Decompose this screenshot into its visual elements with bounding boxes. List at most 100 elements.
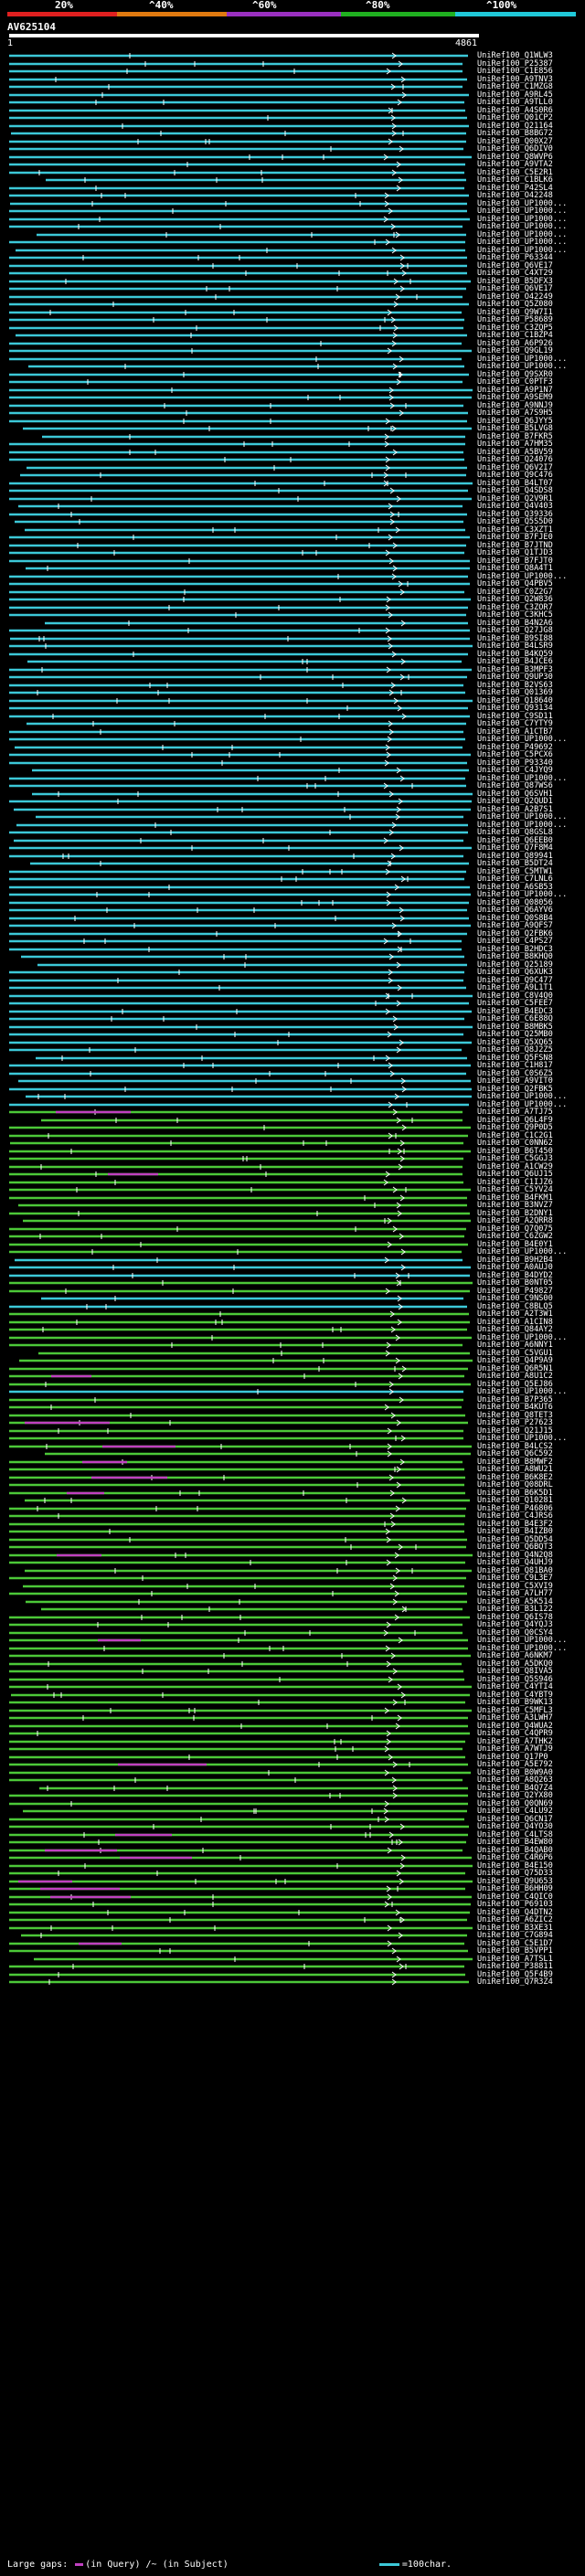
hit-label[interactable]: UniRef100_B4N2A6 — [477, 619, 553, 628]
hit-label[interactable]: UniRef100_Q81BA0 — [477, 1566, 553, 1575]
hit-label[interactable]: UniRef100_C4YBT9 — [477, 1691, 553, 1700]
hit-label[interactable]: UniRef100_UP1000... — [477, 890, 568, 899]
hit-label[interactable]: UniRef100_C0S6Z5 — [477, 1069, 553, 1078]
hit-label[interactable]: UniRef100_B4IZB0 — [477, 1527, 553, 1536]
hit-label[interactable]: UniRef100_Q08056 — [477, 898, 553, 907]
hit-label[interactable]: UniRef100_A7TSL1 — [477, 1955, 553, 1964]
hit-label[interactable]: UniRef100_Q6AYV6 — [477, 906, 553, 915]
hit-label[interactable]: UniRef100_A6P926 — [477, 339, 553, 348]
hit-label[interactable]: UniRef100_Q7F8M4 — [477, 843, 553, 853]
hit-label[interactable]: UniRef100_UP1000... — [477, 1644, 568, 1653]
hit-label[interactable]: UniRef100_B6T450 — [477, 1147, 553, 1156]
hit-label[interactable]: UniRef100_Q6R5N1 — [477, 1364, 553, 1373]
hit-label[interactable]: UniRef100_Q6DIV0 — [477, 144, 553, 154]
hit-label[interactable]: UniRef100_UP1000... — [477, 1387, 568, 1396]
hit-label[interactable]: UniRef100_C7G894 — [477, 1931, 553, 1940]
hit-label[interactable]: UniRef100_Q39336 — [477, 510, 553, 519]
hit-label[interactable]: UniRef100_A9VTA2 — [477, 160, 553, 169]
hit-label[interactable]: UniRef100_C5VGU1 — [477, 1349, 553, 1358]
hit-label[interactable]: UniRef100_Q9P0D5 — [477, 1123, 553, 1132]
hit-label[interactable]: UniRef100_UP1000... — [477, 1100, 568, 1109]
hit-label[interactable]: UniRef100_UP1000... — [477, 1636, 568, 1645]
hit-label[interactable]: UniRef100_C9NS00 — [477, 1294, 553, 1303]
hit-label[interactable]: UniRef100_Q4WUA2 — [477, 1722, 553, 1731]
hit-label[interactable]: UniRef100_Q8GSL8 — [477, 828, 553, 837]
hit-label[interactable]: UniRef100_Q4UHJ9 — [477, 1558, 553, 1567]
hit-label[interactable]: UniRef100_B6K5D1 — [477, 1489, 553, 1498]
hit-label[interactable]: UniRef100_C4QPR9 — [477, 1729, 553, 1738]
hit-label[interactable]: UniRef100_C7LNL6 — [477, 875, 553, 884]
hit-label[interactable]: UniRef100_Q6XUK3 — [477, 968, 553, 977]
hit-label[interactable]: UniRef100_Q6VE17 — [477, 261, 553, 270]
hit-label[interactable]: UniRef100_P27623 — [477, 1418, 553, 1427]
hit-label[interactable]: UniRef100_A6NNY1 — [477, 1341, 553, 1350]
hit-label[interactable]: UniRef100_C0Z2G7 — [477, 588, 553, 597]
hit-label[interactable]: UniRef100_A8U1C2 — [477, 1372, 553, 1381]
hit-label[interactable]: UniRef100_B4KQ59 — [477, 650, 553, 659]
hit-label[interactable]: UniRef100_A2QRR8 — [477, 1216, 553, 1225]
hit-label[interactable]: UniRef100_Q4YQJ3 — [477, 1620, 553, 1629]
hit-label[interactable]: UniRef100_A5K514 — [477, 1597, 553, 1606]
hit-label[interactable]: UniRef100_B5LVG8 — [477, 424, 553, 433]
hit-label[interactable]: UniRef100_C5FEE7 — [477, 999, 553, 1008]
hit-label[interactable]: UniRef100_C4YTI4 — [477, 1682, 553, 1691]
hit-label[interactable]: UniRef100_B4E3F2 — [477, 1520, 553, 1529]
hit-label[interactable]: UniRef100_UP1000... — [477, 207, 568, 216]
hit-label[interactable]: UniRef100_C0NN62 — [477, 1139, 553, 1148]
hit-label[interactable]: UniRef100_B8MBK5 — [477, 1023, 553, 1032]
hit-label[interactable]: UniRef100_P38811 — [477, 1962, 553, 1971]
hit-label[interactable]: UniRef100_Q24076 — [477, 455, 553, 464]
hit-label[interactable]: UniRef100_C7YTY9 — [477, 719, 553, 728]
hit-label[interactable]: UniRef100_UP1000... — [477, 1092, 568, 1101]
hit-label[interactable]: UniRef100_A7S9H5 — [477, 408, 553, 418]
hit-label[interactable]: UniRef100_B4EDC3 — [477, 1007, 553, 1016]
hit-label[interactable]: UniRef100_A0AUJ0 — [477, 1263, 553, 1272]
hit-label[interactable]: UniRef100_C1C2G1 — [477, 1131, 553, 1140]
hit-label[interactable]: UniRef100_C4JYQ9 — [477, 766, 553, 775]
hit-label[interactable]: UniRef100_Q1WLW3 — [477, 51, 553, 60]
hit-label[interactable]: UniRef100_B2DNY1 — [477, 1209, 553, 1218]
hit-label[interactable]: UniRef100_Q5S946 — [477, 1675, 553, 1684]
hit-label[interactable]: UniRef100_B4EW80 — [477, 1838, 553, 1847]
hit-label[interactable]: UniRef100_Q2FBK5 — [477, 1085, 553, 1094]
hit-label[interactable]: UniRef100_Q2YX80 — [477, 1791, 553, 1800]
hit-label[interactable]: UniRef100_UP1000... — [477, 199, 568, 208]
hit-label[interactable]: UniRef100_B5DT24 — [477, 859, 553, 868]
hit-label[interactable]: UniRef100_C9L3E7 — [477, 1574, 553, 1583]
hit-label[interactable]: UniRef100_A5BV59 — [477, 448, 553, 457]
hit-label[interactable]: UniRef100_Q5EJ86 — [477, 1380, 553, 1389]
hit-label[interactable]: UniRef100_P93340 — [477, 758, 553, 768]
hit-label[interactable]: UniRef100_C6ZGW2 — [477, 1232, 553, 1241]
hit-label[interactable]: UniRef100_Q2W836 — [477, 595, 553, 604]
hit-label[interactable]: UniRef100_B4LSR9 — [477, 641, 553, 651]
hit-label[interactable]: UniRef100_P42SL4 — [477, 184, 553, 193]
hit-label[interactable]: UniRef100_B7FJE0 — [477, 533, 553, 542]
hit-label[interactable]: UniRef100_C3ZQP5 — [477, 323, 553, 333]
hit-label[interactable]: UniRef100_Q8TET3 — [477, 1411, 553, 1420]
hit-label[interactable]: UniRef100_UP1000... — [477, 215, 568, 224]
hit-label[interactable]: UniRef100_A2B7S1 — [477, 805, 553, 814]
hit-label[interactable]: UniRef100_C3XZT1 — [477, 525, 553, 535]
hit-label[interactable]: UniRef100_B7FJT0 — [477, 557, 553, 566]
hit-label[interactable]: UniRef100_Q9C476 — [477, 471, 553, 480]
hit-label[interactable]: UniRef100_Q4P9A9 — [477, 1356, 553, 1365]
hit-label[interactable]: UniRef100_B5VPP1 — [477, 1946, 553, 1956]
hit-label[interactable]: UniRef100_Q18640 — [477, 696, 553, 705]
hit-label[interactable]: UniRef100_Q6IS78 — [477, 1613, 553, 1622]
hit-label[interactable]: UniRef100_A7HM35 — [477, 440, 553, 449]
hit-label[interactable]: UniRef100_B3MPF3 — [477, 665, 553, 674]
hit-label[interactable]: UniRef100_Q7R3Z4 — [477, 1977, 553, 1987]
hit-label[interactable]: UniRef100_Q6SVH1 — [477, 790, 553, 799]
hit-label[interactable]: UniRef100_Q84AY2 — [477, 1325, 553, 1334]
hit-label[interactable]: UniRef100_A9QFS7 — [477, 921, 553, 930]
hit-label[interactable]: UniRef100_Q0S8B4 — [477, 914, 553, 923]
hit-label[interactable]: UniRef100_Q7Q075 — [477, 1224, 553, 1234]
hit-label[interactable]: UniRef100_Q08DRL — [477, 1480, 553, 1489]
hit-label[interactable]: UniRef100_Q0QN69 — [477, 1799, 553, 1808]
hit-label[interactable]: UniRef100_Q9SXR0 — [477, 370, 553, 379]
hit-label[interactable]: UniRef100_B8KHQ0 — [477, 952, 553, 961]
hit-label[interactable]: UniRef100_Q87WS6 — [477, 781, 553, 790]
hit-label[interactable]: UniRef100_B9WK13 — [477, 1698, 553, 1707]
hit-label[interactable]: UniRef100_Q9C477 — [477, 976, 553, 985]
hit-label[interactable]: UniRef100_Q8J2Z5 — [477, 1045, 553, 1055]
